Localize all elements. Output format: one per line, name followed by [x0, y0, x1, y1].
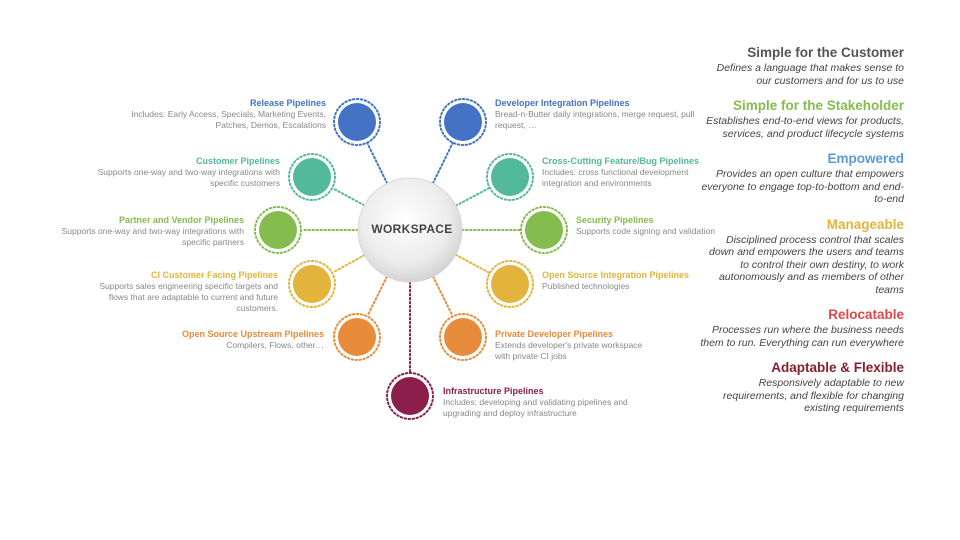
pipeline-desc: Compilers, Flows, other…: [226, 340, 324, 350]
principle-desc: Establishes end-to-end views for product…: [706, 115, 904, 140]
pipeline-desc: Supports sales engineering specific targ…: [99, 281, 278, 313]
node-ring-ci-customer-facing: [288, 260, 336, 308]
pipeline-desc: Supports one-way and two-way integration…: [97, 167, 280, 188]
node-cross-cutting-icon: [491, 158, 529, 196]
label-developer-integration: Developer Integration Pipelines Bread-n-B…: [495, 97, 695, 131]
pipeline-title: Release Pipelines: [249, 98, 326, 108]
principle-desc: Responsively adaptable to new requiremen…: [723, 377, 904, 414]
node-ring-security: [520, 206, 568, 254]
principle-desc: Processes run where the business needs t…: [700, 324, 904, 349]
principle-title: Relocatable: [828, 307, 904, 322]
label-private-developer: Private Developer Pipelines Extends devel…: [495, 328, 655, 362]
principle-desc: Provides an open culture that empowers e…: [701, 168, 904, 205]
node-open-source-upstream-icon: [338, 318, 376, 356]
node-ring-cross-cutting: [486, 153, 534, 201]
node-ring-customer: [288, 153, 336, 201]
label-open-source-upstream: Open Source Upstream Pipelines Compilers,…: [90, 328, 324, 351]
node-security-icon: [525, 211, 563, 249]
node-ci-customer-facing-icon: [293, 265, 331, 303]
node-ring-infrastructure: [386, 372, 434, 420]
principle-simple-customer: Simple for the Customer Defines a langua…: [700, 44, 904, 87]
label-open-source-integration: Open Source Integration Pipelines Publish…: [542, 269, 727, 292]
pipeline-desc: Published technologies: [542, 281, 630, 291]
label-infrastructure: Infrastructure Pipelines Includes: develo…: [443, 385, 628, 419]
pipeline-title: Open Source Upstream Pipelines: [181, 329, 324, 339]
pipeline-title: CI Customer Facing Pipelines: [150, 270, 278, 280]
label-customer: Customer Pipelines Supports one-way and t…: [70, 155, 280, 189]
pipeline-title: Private Developer Pipelines: [495, 329, 614, 339]
workspace-hub: [357, 177, 463, 283]
node-infrastructure-icon: [391, 377, 429, 415]
principle-title: Manageable: [826, 216, 904, 232]
pipeline-desc: Bread-n-Butter daily integrations, merge…: [495, 109, 695, 130]
principle-simple-stakeholder: Simple for the Stakeholder Establishes e…: [700, 97, 904, 140]
pipeline-desc: Extends developer's private workspace wi…: [495, 340, 643, 361]
pipeline-nodes: [254, 98, 568, 420]
node-developer-integration-icon: [444, 103, 482, 141]
pipeline-title: Open Source Integration Pipelines: [542, 270, 690, 280]
node-ring-partner-vendor: [254, 206, 302, 254]
label-security: Security Pipelines Supports code signing …: [576, 214, 716, 237]
node-customer-icon: [293, 158, 331, 196]
pipeline-title: Partner and Vendor Pipelines: [118, 215, 244, 225]
node-ring-open-source-upstream: [333, 313, 381, 361]
pipeline-title: Developer Integration Pipelines: [495, 98, 630, 108]
workspace-hub-label: WORKSPACE: [371, 222, 453, 236]
node-ring-release: [333, 98, 381, 146]
principle-relocatable: Relocatable Processes run where the busi…: [700, 306, 904, 349]
node-partner-vendor-icon: [259, 211, 297, 249]
label-partner-vendor: Partner and Vendor Pipelines Supports one…: [40, 214, 244, 248]
pipeline-desc: Supports one-way and two-way integration…: [61, 226, 244, 247]
principle-title: Adaptable & Flexible: [771, 360, 904, 375]
principle-desc: Defines a language that makes sense to o…: [716, 62, 904, 87]
label-release: Release Pipelines Includes: Early Access,…: [96, 97, 326, 131]
pipeline-title: Customer Pipelines: [195, 156, 280, 166]
pipeline-desc: Supports code signing and validation: [576, 226, 715, 236]
principle-title: Simple for the Customer: [747, 45, 904, 60]
pipeline-title: Cross-Cutting Feature/Bug Pipelines: [542, 156, 700, 166]
pipeline-title: Security Pipelines: [576, 215, 654, 225]
node-open-source-integration-icon: [491, 265, 529, 303]
pipeline-desc: Includes: Early Access, Specials, Market…: [131, 109, 326, 130]
pipeline-desc: Includes: cross functional development i…: [542, 167, 689, 188]
principle-empowered: Empowered Provides an open culture that …: [700, 150, 904, 206]
label-ci-customer-facing: CI Customer Facing Pipelines Supports sal…: [80, 269, 278, 314]
principle-desc: Disciplined process control that scales …: [709, 233, 904, 296]
principle-adaptable: Adaptable & Flexible Responsively adapta…: [700, 359, 904, 415]
pipeline-title: Infrastructure Pipelines: [443, 386, 544, 396]
principle-title: Empowered: [827, 151, 904, 166]
pipeline-desc: Includes: developing and validating pipe…: [443, 397, 628, 418]
node-ring-open-source-integration: [486, 260, 534, 308]
node-private-developer-icon: [444, 318, 482, 356]
node-ring-developer-integration: [439, 98, 487, 146]
node-release-icon: [338, 103, 376, 141]
label-cross-cutting: Cross-Cutting Feature/Bug Pipelines Inclu…: [542, 155, 727, 189]
node-ring-private-developer: [439, 313, 487, 361]
principles-panel: Simple for the Customer Defines a langua…: [700, 44, 904, 425]
principle-manageable: Manageable Disciplined process control t…: [700, 216, 904, 297]
principle-title: Simple for the Stakeholder: [732, 98, 904, 113]
